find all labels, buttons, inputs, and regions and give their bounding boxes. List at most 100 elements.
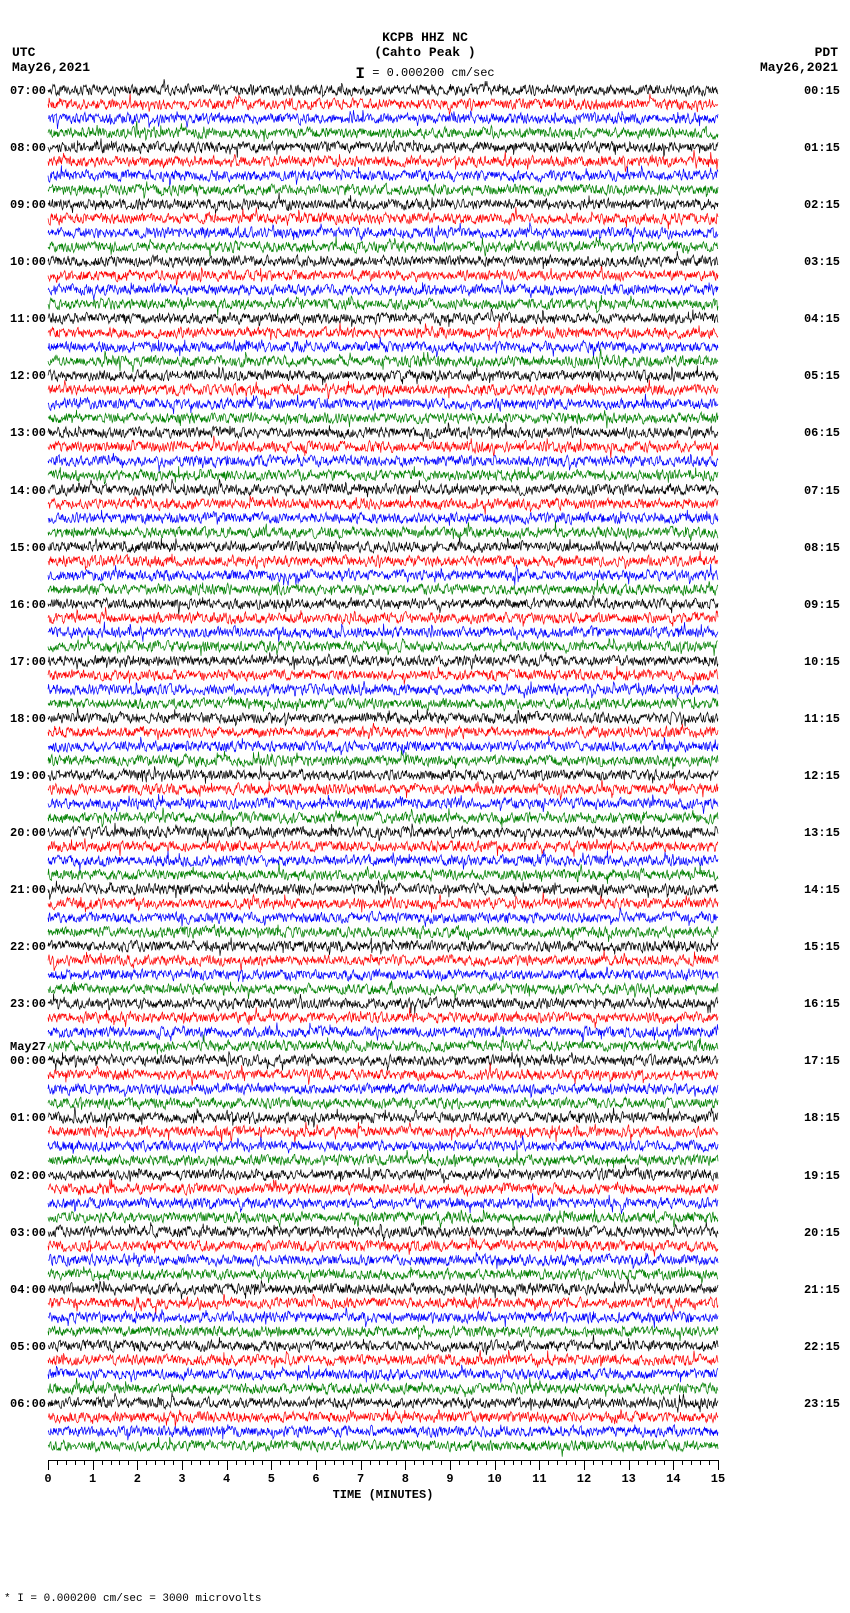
trace-row — [48, 838, 718, 856]
trace-row — [48, 850, 718, 871]
trace-row — [48, 1334, 718, 1355]
hour-label-right: 20:15 — [804, 1226, 840, 1240]
right-timezone: PDT — [815, 45, 838, 60]
trace-row — [48, 994, 718, 1014]
x-tick-minor — [343, 1460, 344, 1465]
hour-label-left: 07:00 — [10, 84, 46, 98]
x-tick-label: 12 — [577, 1472, 591, 1486]
trace-row — [48, 1063, 718, 1085]
x-tick-minor — [387, 1460, 388, 1465]
trace-row — [48, 607, 718, 626]
x-tick-label: 14 — [666, 1472, 680, 1486]
hour-label-right: 11:15 — [804, 712, 840, 726]
x-tick-minor — [325, 1460, 326, 1465]
hour-label-right: 10:15 — [804, 655, 840, 669]
x-tick-label: 7 — [357, 1472, 364, 1486]
trace-row — [48, 181, 718, 198]
trace-row — [48, 1035, 718, 1055]
x-axis-title: TIME (MINUTES) — [48, 1488, 718, 1502]
x-tick-minor — [414, 1460, 415, 1465]
trace-row — [48, 466, 718, 484]
trace-row — [48, 736, 718, 755]
trace-row — [48, 495, 718, 514]
x-tick-minor — [209, 1460, 210, 1465]
trace-row — [48, 1209, 718, 1228]
x-tick-minor — [557, 1460, 558, 1465]
hour-label-left: 10:00 — [10, 255, 46, 269]
trace-row — [48, 321, 718, 340]
x-tick-minor — [370, 1460, 371, 1465]
trace-row — [48, 251, 718, 269]
x-tick-minor — [530, 1460, 531, 1465]
trace-row — [48, 380, 718, 399]
trace-row — [48, 436, 718, 458]
trace-row — [48, 823, 718, 843]
x-tick-minor — [84, 1460, 85, 1465]
x-tick-minor — [602, 1460, 603, 1465]
trace-row — [48, 1279, 718, 1300]
trace-row — [48, 551, 718, 570]
trace-row — [48, 723, 718, 740]
x-tick-minor — [262, 1460, 263, 1465]
hour-label-left: 22:00 — [10, 940, 46, 954]
x-tick-minor — [620, 1460, 621, 1465]
trace-row — [48, 410, 718, 428]
x-tick-minor — [566, 1460, 567, 1465]
hour-label-right: 12:15 — [804, 769, 840, 783]
x-tick-major — [48, 1460, 49, 1470]
x-tick-minor — [289, 1460, 290, 1465]
hour-label-right: 21:15 — [804, 1283, 840, 1297]
trace-row — [48, 681, 718, 698]
hour-label-right: 07:15 — [804, 484, 840, 498]
x-tick-label: 6 — [312, 1472, 319, 1486]
x-tick-minor — [298, 1460, 299, 1465]
x-tick-major — [405, 1460, 406, 1470]
x-tick-minor — [352, 1460, 353, 1465]
trace-row — [48, 1252, 718, 1269]
station-subtitle: (Cahto Peak ) — [0, 45, 850, 60]
x-tick-minor — [664, 1460, 665, 1465]
trace-row — [48, 908, 718, 927]
helicorder-svg — [48, 86, 718, 1466]
x-tick-minor — [155, 1460, 156, 1465]
x-tick-label: 15 — [711, 1472, 725, 1486]
trace-row — [48, 697, 718, 712]
x-tick-label: 3 — [178, 1472, 185, 1486]
footnote: * I = 0.000200 cm/sec = 3000 microvolts — [4, 1593, 261, 1605]
trace-row — [48, 750, 718, 769]
trace-row — [48, 1150, 718, 1168]
hour-label-left: 12:00 — [10, 369, 46, 383]
scale-text: = 0.000200 cm/sec — [372, 66, 494, 80]
x-tick-major — [718, 1460, 719, 1470]
trace-row — [48, 192, 718, 213]
hour-label-left: 01:00 — [10, 1111, 46, 1125]
trace-row — [48, 666, 718, 685]
trace-row — [48, 279, 718, 300]
hour-label-left: 17:00 — [10, 655, 46, 669]
trace-row — [48, 1222, 718, 1241]
x-tick-minor — [504, 1460, 505, 1465]
trace-row — [48, 1023, 718, 1042]
x-tick-major — [539, 1460, 540, 1470]
x-tick-minor — [128, 1460, 129, 1465]
x-tick-minor — [682, 1460, 683, 1465]
x-tick-minor — [218, 1460, 219, 1465]
hour-label-left: 02:00 — [10, 1169, 46, 1183]
x-tick-minor — [638, 1460, 639, 1465]
trace-row — [48, 1122, 718, 1142]
x-tick-major — [137, 1460, 138, 1470]
scale-glyph: I — [355, 65, 365, 83]
trace-row — [48, 1082, 718, 1097]
x-tick-minor — [691, 1460, 692, 1465]
station-title: KCPB HHZ NC — [0, 30, 850, 45]
x-tick-label: 9 — [446, 1472, 453, 1486]
hour-label-right: 03:15 — [804, 255, 840, 269]
trace-row — [48, 479, 718, 497]
x-axis: 0123456789101112131415 TIME (MINUTES) — [48, 1460, 718, 1510]
hour-label-right: 13:15 — [804, 826, 840, 840]
trace-row — [48, 1193, 718, 1214]
x-tick-minor — [66, 1460, 67, 1465]
trace-row — [48, 596, 718, 615]
x-tick-minor — [173, 1460, 174, 1465]
trace-row — [48, 1107, 718, 1128]
